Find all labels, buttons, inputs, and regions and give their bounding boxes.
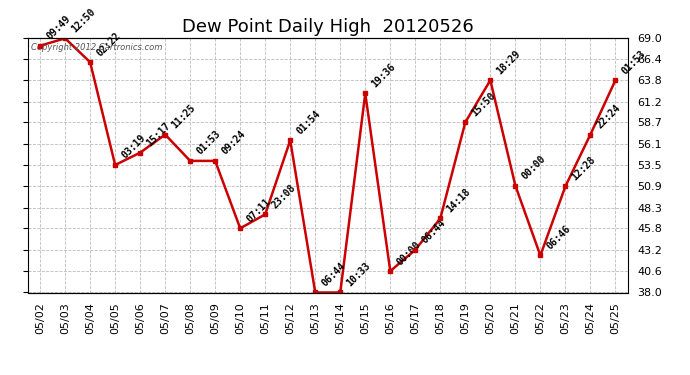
Text: 15:50: 15:50 (469, 90, 497, 118)
Text: 18:29: 18:29 (495, 48, 522, 76)
Text: 01:54: 01:54 (295, 108, 322, 136)
Text: 00:00: 00:00 (395, 239, 422, 267)
Text: Copyright 2012 Cartronics.com: Copyright 2012 Cartronics.com (30, 43, 162, 52)
Text: 19:36: 19:36 (369, 62, 397, 89)
Text: 12:50: 12:50 (69, 6, 97, 34)
Text: 23:08: 23:08 (269, 182, 297, 210)
Text: 07:11: 07:11 (244, 196, 273, 224)
Text: 10:33: 10:33 (344, 261, 373, 288)
Text: 14:18: 14:18 (444, 186, 473, 214)
Text: 01:53: 01:53 (620, 48, 647, 76)
Text: 15:17: 15:17 (144, 121, 172, 148)
Text: 01:53: 01:53 (195, 129, 222, 157)
Text: 09:24: 09:24 (219, 129, 247, 157)
Text: 03:19: 03:19 (119, 133, 147, 161)
Text: 02:22: 02:22 (95, 30, 122, 58)
Text: 06:44: 06:44 (319, 261, 347, 288)
Text: 22:24: 22:24 (595, 102, 622, 130)
Text: 12:28: 12:28 (569, 154, 598, 182)
Text: 00:00: 00:00 (520, 153, 547, 182)
Text: 09:49: 09:49 (44, 14, 72, 42)
Text: 06:46: 06:46 (544, 224, 573, 251)
Text: 11:25: 11:25 (169, 102, 197, 130)
Text: 06:44: 06:44 (420, 218, 447, 246)
Title: Dew Point Daily High  20120526: Dew Point Daily High 20120526 (182, 18, 473, 36)
